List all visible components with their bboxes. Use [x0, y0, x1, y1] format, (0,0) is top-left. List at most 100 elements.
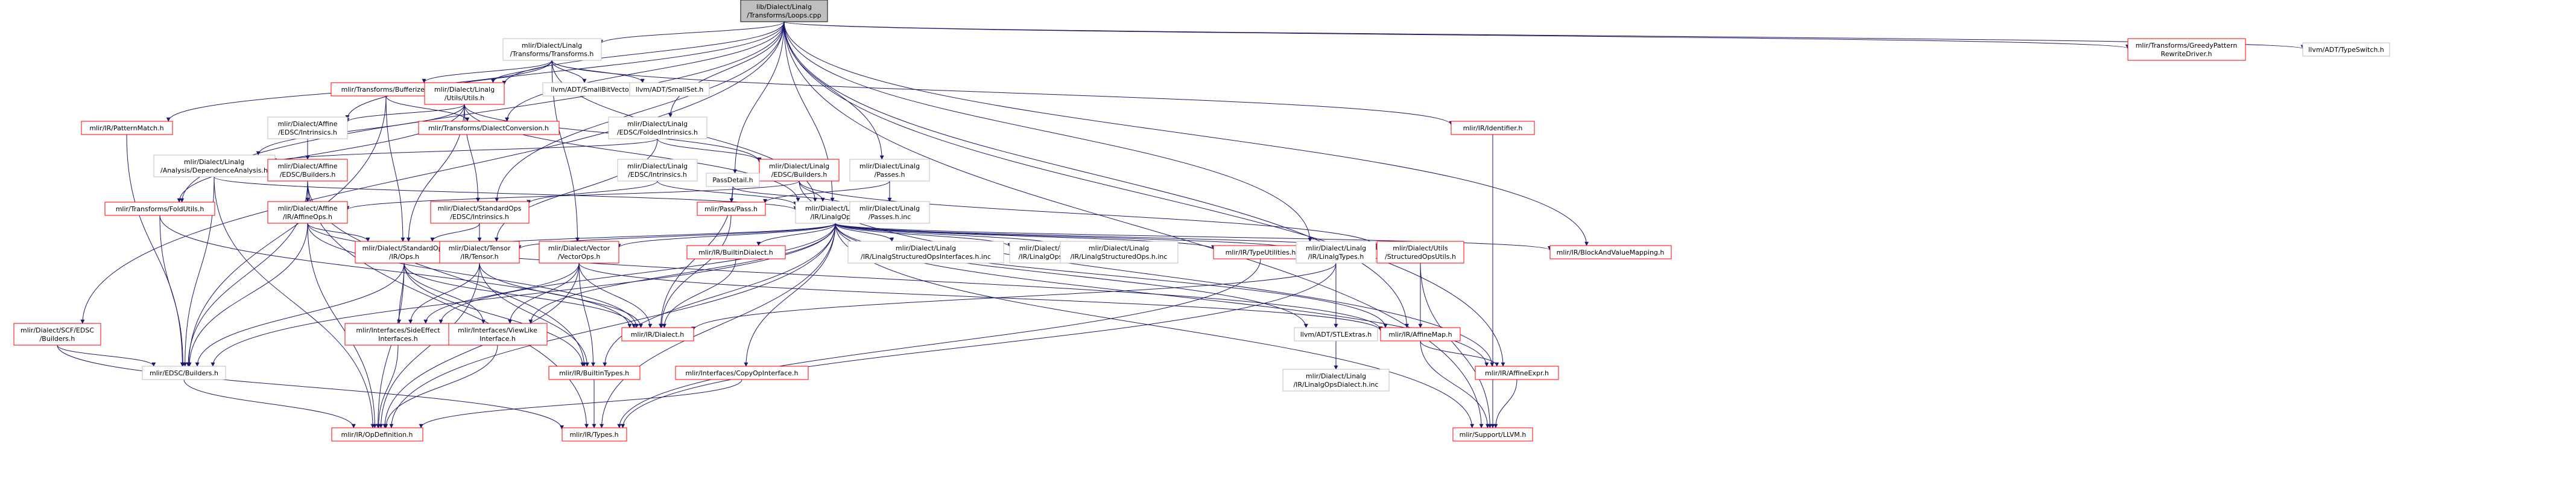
node-label-line: /Passes.h — [874, 171, 905, 179]
node-greedy[interactable]: mlir/Transforms/GreedyPatternRewriteDriv… — [2127, 38, 2246, 61]
node-foldutils[interactable]: mlir/Transforms/FoldUtils.h — [104, 202, 215, 216]
node-passdetail[interactable]: PassDetail.h — [706, 173, 760, 187]
node-linalg-builders[interactable]: mlir/Dialect/Linalg/EDSC/Builders.h — [759, 159, 840, 182]
node-affine-intrinsics[interactable]: mlir/Dialect/Affine/EDSC/Intrinsics.h — [267, 116, 348, 139]
node-structuredops-inc[interactable]: mlir/Dialect/Linalg/IR/LinalgStructuredO… — [1060, 241, 1179, 264]
node-box — [548, 366, 641, 380]
edge-affineexpr-to-supportllvm — [1493, 379, 1517, 428]
node-std-intrinsics[interactable]: mlir/Dialect/StandardOps/EDSC/Intrinsics… — [430, 201, 530, 224]
edge-root-to-blockandvalue — [783, 21, 1589, 246]
node-label-line: /Builders.h — [40, 335, 75, 343]
node-builtintypes[interactable]: mlir/IR/BuiltinTypes.h — [548, 366, 641, 380]
node-dependence[interactable]: mlir/Dialect/Linalg/Analysis/DependenceA… — [153, 154, 276, 177]
node-tensor[interactable]: mlir/Dialect/Tensor/IR/Tensor.h — [439, 241, 520, 264]
node-typeutilities[interactable]: mlir/IR/TypeUtilities.h — [1213, 245, 1309, 259]
node-smallbitvector[interactable]: llvm/ADT/SmallBitVector.h — [542, 82, 646, 97]
node-box — [675, 366, 809, 380]
node-builtindialect[interactable]: mlir/IR/BuiltinDialect.h — [686, 245, 786, 259]
node-label-line: mlir/Dialect/Linalg — [1089, 244, 1149, 252]
edge-root-to-affineexpr — [783, 21, 1505, 367]
edge-linalg-intrinsics-to-std-intrinsics — [527, 180, 658, 205]
edge-linalgops-to-tensor — [517, 223, 836, 250]
node-box — [562, 427, 627, 442]
node-transforms-h[interactable]: mlir/Dialect/Linalg/Transforms/Transform… — [502, 38, 602, 61]
edge-structuredoputils-to-supportllvm — [1420, 262, 1492, 428]
node-copyop[interactable]: mlir/Interfaces/CopyOpInterface.h — [675, 366, 809, 380]
node-linalgtypes[interactable]: mlir/Dialect/Linalg/IR/LinalgTypes.h — [1296, 241, 1376, 264]
edge-linalgops-to-sideeffect — [438, 223, 836, 324]
node-label-line: llvm/ADT/TypeSwitch.h — [2308, 46, 2384, 54]
node-dialectconversion[interactable]: mlir/Transforms/DialectConversion.h — [418, 121, 560, 135]
node-label-line: RewriteDriver.h — [2161, 50, 2212, 58]
node-root[interactable]: lib/Dialect/Linalg/Transforms/Loops.cpp — [740, 0, 828, 22]
edge-tensor-to-builtintypes — [479, 262, 590, 367]
node-label-line: mlir/Dialect/Tensor — [449, 244, 511, 252]
edge-linalg-utils-to-affine-intrinsics — [345, 104, 465, 122]
node-supportllvm[interactable]: mlir/Support/LLVM.h — [1452, 427, 1533, 442]
node-linalg-intrinsics[interactable]: mlir/Dialect/Linalg/EDSC/Intrinsics.h — [617, 159, 698, 182]
edge-std-ops-to-viewlike — [403, 262, 486, 324]
node-folded-intrinsics[interactable]: mlir/Dialect/Linalg/EDSC/FoldedIntrinsic… — [608, 116, 707, 139]
node-std-ops[interactable]: mlir/Dialect/StandardOps/IR/Ops.h — [355, 241, 454, 264]
node-affineexpr[interactable]: mlir/IR/AffineExpr.h — [1475, 366, 1559, 380]
edge-vectorops-to-builtintypes — [578, 262, 595, 367]
node-label-line: mlir/Interfaces/SideEffect — [356, 326, 440, 334]
edge-viewlike-to-opdefinition — [384, 345, 498, 428]
node-linalg-utils[interactable]: mlir/Dialect/Linalg/Utils/Utils.h — [424, 82, 505, 105]
node-affine-builders[interactable]: mlir/Dialect/Affine/EDSC/Builders.h — [267, 159, 348, 182]
node-types-h[interactable]: mlir/IR/Types.h — [562, 427, 627, 442]
node-label-line: mlir/Transforms/Bufferize.h — [341, 86, 431, 94]
edge-bufferize-to-edsc-builders — [186, 95, 387, 367]
node-label-line: /Utils/Utils.h — [445, 94, 484, 102]
edge-linalgtypes-to-dialect-h — [691, 262, 1337, 331]
node-box — [1282, 369, 1390, 392]
node-scf-builders[interactable]: mlir/Dialect/SCF/EDSC/Builders.h — [13, 323, 101, 346]
node-structuredoputils[interactable]: mlir/Dialect/Utils/StructuredOpsUtils.h — [1376, 241, 1464, 264]
node-linalgopsdialect-inc[interactable]: mlir/Dialect/Linalg/IR/LinalgOpsDialect.… — [1282, 369, 1390, 392]
edge-vectorops-to-sideeffect — [423, 262, 580, 324]
node-linalg-passes-h[interactable]: mlir/Dialect/Linalg/Passes.h — [849, 159, 930, 182]
node-vectorops[interactable]: mlir/Dialect/Vector/VectorOps.h — [539, 241, 619, 264]
edge-std-ops-to-builtintypes — [403, 262, 585, 367]
node-stlextras[interactable]: llvm/ADT/STLExtras.h — [1294, 327, 1378, 342]
edge-root-to-transforms-h — [599, 21, 785, 44]
node-box — [13, 323, 101, 346]
node-box — [629, 82, 710, 97]
node-pass-h[interactable]: mlir/Pass/Pass.h — [697, 202, 766, 216]
node-affineops[interactable]: mlir/Dialect/Affine/IR/AffineOps.h — [267, 201, 348, 224]
header-nodes: lib/Dialect/Linalg/Transforms/Loops.cpp m… — [13, 0, 2390, 442]
edge-linalgops-to-builtintypes — [603, 223, 836, 367]
edge-linalgops-to-blockandvalue — [835, 223, 1552, 250]
node-label-line: /Passes.h.inc — [869, 213, 911, 221]
node-label-line: mlir/Dialect/Linalg — [896, 244, 956, 252]
node-label-line: /EDSC/FoldedIntrinsics.h — [617, 129, 698, 136]
node-identifier[interactable]: mlir/IR/Identifier.h — [1451, 121, 1535, 135]
node-edsc-builders[interactable]: mlir/EDSC/Builders.h — [142, 366, 226, 380]
node-blockandvalue[interactable]: mlir/IR/BlockAndValueMapping.h — [1549, 245, 1672, 259]
node-label-line: mlir/Dialect/Linalg — [522, 42, 582, 49]
node-typeswitch[interactable]: llvm/ADT/TypeSwitch.h — [2302, 42, 2390, 57]
edge-affine-builders-to-types-h — [307, 180, 589, 428]
node-smallset[interactable]: llvm/ADT/SmallSet.h — [629, 82, 710, 97]
node-label-line: /IR/LinalgStructuredOps.h.inc — [1071, 253, 1168, 261]
node-dialect-h[interactable]: mlir/IR/Dialect.h — [621, 327, 694, 342]
edge-root-to-linalg-utils — [502, 21, 785, 85]
node-label-line: mlir/Dialect/Affine — [277, 205, 337, 212]
node-passes-inc[interactable]: mlir/Dialect/Linalg/Passes.h.inc — [849, 201, 930, 224]
node-box — [697, 202, 766, 216]
edge-root-to-scf-builders — [80, 21, 785, 324]
node-structured-ifaces[interactable]: mlir/Dialect/Linalg/IR/LinalgStructuredO… — [847, 241, 1004, 264]
node-affinemap[interactable]: mlir/IR/AffineMap.h — [1380, 327, 1461, 342]
edge-transforms-h-to-linalg-utils — [490, 60, 552, 83]
node-opdefinition[interactable]: mlir/IR/OpDefinition.h — [331, 427, 423, 442]
edge-pass-h-to-dialect-h — [659, 215, 732, 328]
node-label-line: /IR/LinalgTypes.h — [1308, 253, 1364, 261]
node-box — [740, 0, 828, 22]
node-box — [706, 173, 760, 187]
node-bufferize[interactable]: mlir/Transforms/Bufferize.h — [331, 82, 441, 97]
node-patternmatch[interactable]: mlir/IR/PatternMatch.h — [81, 121, 173, 135]
edge-scf-builders-to-edsc-builders — [57, 345, 156, 367]
